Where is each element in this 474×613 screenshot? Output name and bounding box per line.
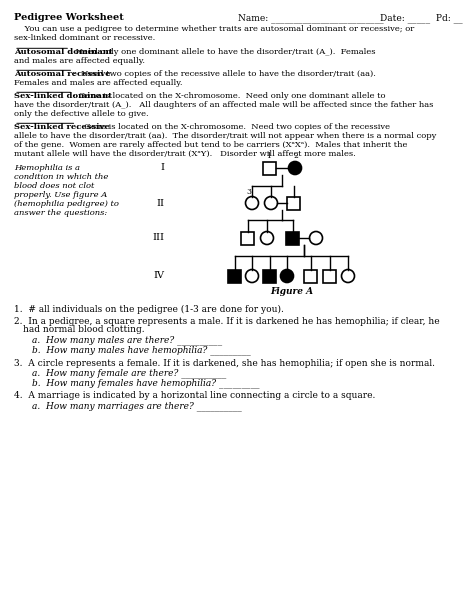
Bar (323, 270, 337, 283)
Text: properly. Use figure A: properly. Use figure A (14, 191, 107, 199)
Bar (264, 270, 276, 283)
Circle shape (281, 270, 293, 283)
Text: You can use a pedigree to determine whether traits are autosomal dominant or rec: You can use a pedigree to determine whet… (14, 25, 414, 33)
Bar (228, 270, 241, 283)
Text: 2.  In a pedigree, a square represents a male. If it is darkened he has hemophil: 2. In a pedigree, a square represents a … (14, 316, 439, 326)
Text: only the defective allele to give.: only the defective allele to give. (14, 110, 149, 118)
Text: (hemophilia pedigree) to: (hemophilia pedigree) to (14, 200, 119, 208)
Text: Hemophilia is a: Hemophilia is a (14, 164, 80, 172)
Circle shape (246, 270, 258, 283)
Text: :  Need two copies of the recessive allele to have the disorder/trait (aa).: : Need two copies of the recessive allel… (73, 70, 376, 78)
Bar (286, 232, 300, 245)
Bar (264, 161, 276, 175)
Text: 3: 3 (246, 188, 252, 196)
Text: of the gene.  Women are rarely affected but tend to be carriers (XᵃXᵃ).  Males t: of the gene. Women are rarely affected b… (14, 141, 407, 149)
Circle shape (264, 197, 277, 210)
Text: 2: 2 (293, 153, 299, 161)
Circle shape (261, 232, 273, 245)
Text: :  Gene is located on the X-chromosome.  Need two copies of the recessive: : Gene is located on the X-chromosome. N… (76, 123, 391, 131)
Text: I: I (160, 164, 164, 172)
Text: a.  How many marriages are there? __________: a. How many marriages are there? _______… (32, 402, 242, 411)
Text: sex-linked dominant or recessive.: sex-linked dominant or recessive. (14, 34, 155, 42)
Bar (241, 232, 255, 245)
Text: III: III (152, 234, 164, 243)
Text: Autosomal dominant: Autosomal dominant (14, 48, 113, 56)
Text: b.  How many females have hemophilia? _________: b. How many females have hemophilia? ___… (32, 378, 259, 388)
Bar (288, 197, 301, 210)
Text: mutant allele will have the disorder/trait (XᵃY).   Disorder will affect more ma: mutant allele will have the disorder/tra… (14, 150, 356, 158)
Text: a.  How many female are there? __________: a. How many female are there? __________ (32, 368, 226, 378)
Text: allele to have the disorder/trait (aa).  The disorder/trait will not appear when: allele to have the disorder/trait (aa). … (14, 132, 437, 140)
Text: Females and males are affected equally.: Females and males are affected equally. (14, 79, 182, 87)
Text: b.  How many males have hemophilia? _________: b. How many males have hemophilia? _____… (32, 346, 251, 355)
Circle shape (246, 197, 258, 210)
Text: Pedigree Worksheet: Pedigree Worksheet (14, 13, 124, 22)
Text: IV: IV (153, 272, 164, 281)
Text: Figure A: Figure A (270, 287, 313, 297)
Text: condition in which the: condition in which the (14, 173, 109, 181)
Text: a.  How many males are there? __________: a. How many males are there? __________ (32, 335, 222, 345)
Text: : Need only one dominant allele to have the disorder/trait (A_).  Females: : Need only one dominant allele to have … (70, 48, 376, 56)
Text: blood does not clot: blood does not clot (14, 182, 94, 190)
Circle shape (289, 161, 301, 175)
Text: Autosomal recessive: Autosomal recessive (14, 70, 110, 78)
Text: answer the questions:: answer the questions: (14, 209, 107, 217)
Text: Sex-linked dominant: Sex-linked dominant (14, 92, 112, 100)
Text: 1.  # all individuals on the pedigree (1-3 are done for you).: 1. # all individuals on the pedigree (1-… (14, 305, 284, 314)
Text: Name: _________________________: Name: _________________________ (238, 13, 383, 23)
Text: had normal blood clotting.: had normal blood clotting. (23, 326, 145, 335)
Bar (304, 270, 318, 283)
Text: 1: 1 (266, 153, 272, 161)
Circle shape (310, 232, 322, 245)
Text: and males are affected equally.: and males are affected equally. (14, 57, 145, 65)
Text: 4.  A marriage is indicated by a horizontal line connecting a circle to a square: 4. A marriage is indicated by a horizont… (14, 392, 375, 400)
Text: have the disorder/trait (A_).   All daughters of an affected male will be affect: have the disorder/trait (A_). All daught… (14, 101, 433, 109)
Text: 3.  A circle represents a female. If it is darkened, she has hemophilia; if open: 3. A circle represents a female. If it i… (14, 359, 435, 368)
Text: Sex-linked recessive: Sex-linked recessive (14, 123, 110, 131)
Text: II: II (156, 199, 164, 207)
Text: Date: _____  Pd: __: Date: _____ Pd: __ (380, 13, 463, 23)
Text: : Gene is located on the X-chromosome.  Need only one dominant allele to: : Gene is located on the X-chromosome. N… (73, 92, 386, 100)
Circle shape (341, 270, 355, 283)
